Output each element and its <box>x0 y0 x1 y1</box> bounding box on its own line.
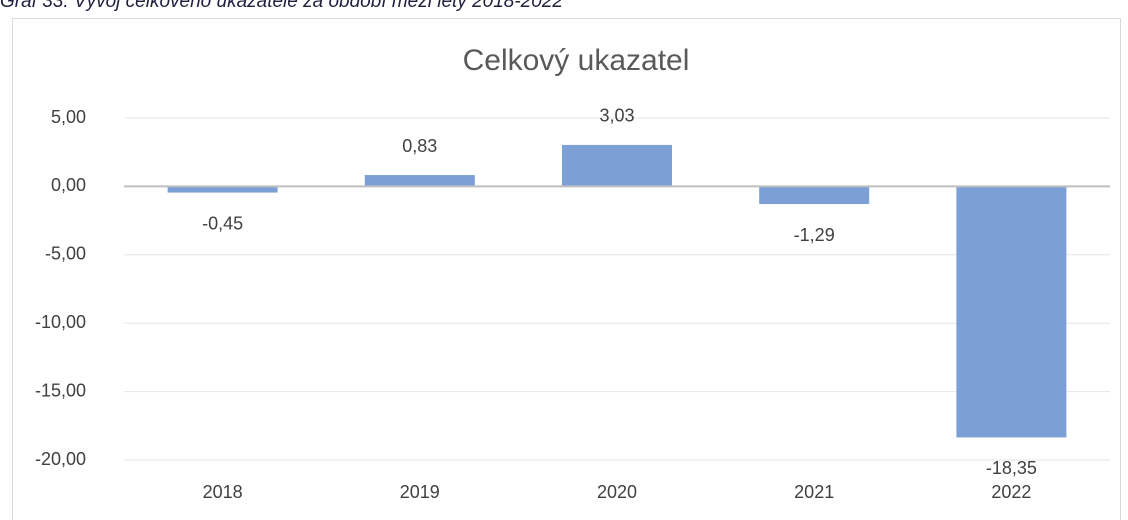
chart-caption: Graf 33: Vývoj celkového ukazatele za ob… <box>0 0 563 12</box>
bar <box>956 186 1067 438</box>
chart-frame <box>12 18 1121 520</box>
data-label: -0,45 <box>202 213 243 233</box>
x-tick-label: 2020 <box>597 482 637 502</box>
data-label: -18,35 <box>986 458 1037 478</box>
chart-title: Celkový ukazatel <box>463 44 690 77</box>
y-tick-label: 5,00 <box>51 107 86 127</box>
x-tick-label: 2018 <box>203 482 243 502</box>
bar <box>167 186 278 193</box>
data-label: -1,29 <box>794 225 835 245</box>
y-tick-label: -5,00 <box>45 244 86 264</box>
y-tick-label: -20,00 <box>35 449 86 469</box>
x-tick-label: 2022 <box>991 482 1031 502</box>
bar <box>364 175 475 187</box>
bar <box>562 144 672 187</box>
y-tick-label: 0,00 <box>51 175 86 195</box>
y-tick-label: -10,00 <box>35 312 86 332</box>
x-tick-label: 2019 <box>400 482 440 502</box>
data-label: 0,83 <box>402 136 437 156</box>
y-tick-label: -15,00 <box>35 380 86 400</box>
bar <box>759 186 870 205</box>
data-label: 3,03 <box>599 106 634 126</box>
x-tick-label: 2021 <box>794 482 834 502</box>
